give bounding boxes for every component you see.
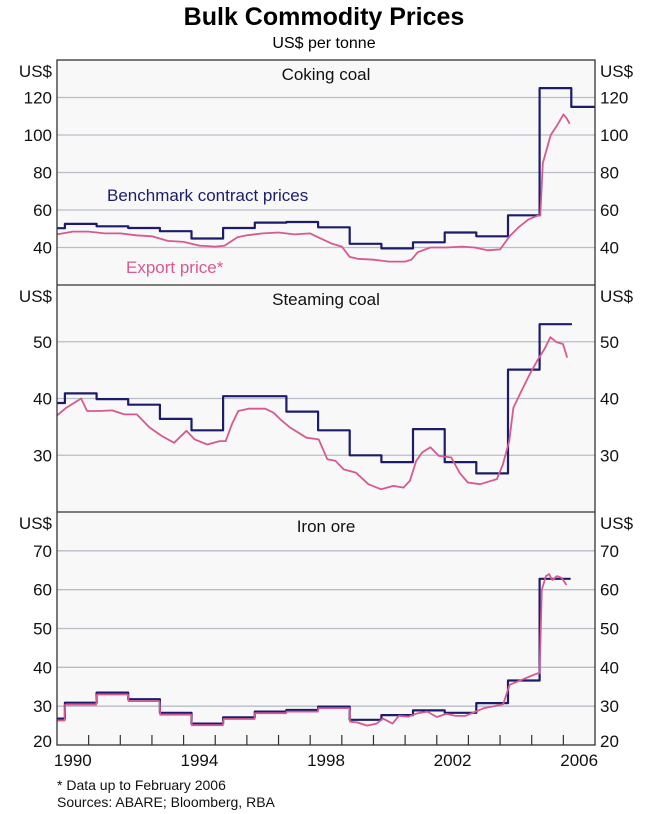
y-tick-label-left: 40: [33, 390, 52, 409]
y-tick-label-left: 100: [24, 126, 52, 145]
panel-iron-ore: 20 20 30 30 40 40 50 50 60 60 70 70 US$ US$ Iron ore: [19, 511, 634, 751]
benchmark-series-line: [57, 323, 572, 475]
export-price-series-line: [57, 573, 568, 727]
footnote-data: * Data up to February 2006: [57, 777, 226, 793]
unit-label-right: US$: [600, 287, 634, 306]
panel-steaming-coal: 30 30 40 40 50 50 US$ US$ Steaming coal: [19, 284, 634, 491]
y-tick-label-left: 60: [33, 201, 52, 220]
export-price-label: Export price*: [126, 258, 224, 277]
y-tick-label-right: 60: [600, 581, 619, 600]
y-tick-label-left: 50: [33, 620, 52, 639]
y-tick-label-left: 60: [33, 581, 52, 600]
y-tick-label-right: 30: [600, 697, 619, 716]
y-tick-label-left: 40: [33, 658, 52, 677]
y-tick-label-right: 50: [600, 620, 619, 639]
footnote-sources: Sources: ABARE; Bloomberg, RBA: [57, 794, 276, 810]
y-tick-label-right: 70: [600, 542, 619, 561]
benchmark-label: Benchmark contract prices: [107, 186, 308, 205]
y-tick-label-right: 50: [600, 333, 619, 352]
plot-background: [57, 60, 595, 745]
chart-title: Bulk Commodity Prices: [184, 3, 465, 31]
y-tick-label-right: 120: [600, 89, 628, 108]
y-tick-label-left: 20: [33, 732, 52, 751]
plot-area: 40 40 60 60 80 80 100 100 120 120 US$ US$ Coking coa…: [19, 59, 634, 770]
y-tick-label-left: 40: [33, 239, 52, 258]
y-tick-label-left: 120: [24, 89, 52, 108]
y-tick-label-left: 70: [33, 542, 52, 561]
x-tick-label: 1994: [180, 751, 218, 770]
y-tick-label-right: 40: [600, 390, 619, 409]
benchmark-series-line: [57, 87, 595, 250]
export-price-series-line: [56, 113, 571, 263]
y-tick-label-right: 40: [600, 658, 619, 677]
y-tick-label-right: 100: [600, 126, 628, 145]
y-tick-label-left: 50: [33, 333, 52, 352]
panel-title: Coking coal: [282, 65, 371, 84]
unit-label-left: US$: [19, 514, 53, 533]
chart-subtitle: US$ per tonne: [272, 35, 375, 52]
unit-label-right: US$: [600, 62, 634, 81]
y-tick-label-right: 80: [600, 164, 619, 183]
unit-label-left: US$: [19, 287, 53, 306]
y-tick-label-right: 60: [600, 201, 619, 220]
y-tick-label-left: 80: [33, 164, 52, 183]
plot-frame: [56, 59, 596, 746]
x-tick-label: 2006: [560, 751, 598, 770]
y-tick-label-left: 30: [33, 446, 52, 465]
unit-label-left: US$: [19, 62, 53, 81]
unit-label-right: US$: [600, 514, 634, 533]
x-tick-label: 1990: [54, 751, 92, 770]
y-tick-label-right: 30: [600, 446, 619, 465]
y-tick-label-right: 20: [600, 732, 619, 751]
x-tick-label: 2002: [434, 751, 472, 770]
panel-title: Steaming coal: [272, 290, 380, 309]
y-tick-label-left: 30: [33, 697, 52, 716]
panel-coking-coal: 40 40 60 60 80 80 100 100 120 120 US$ US$ Coking coa…: [19, 62, 634, 263]
x-tick-label: 1998: [307, 751, 345, 770]
export-price-series-line: [56, 336, 569, 491]
panel-title: Iron ore: [297, 517, 356, 536]
y-tick-label-right: 40: [600, 239, 619, 258]
